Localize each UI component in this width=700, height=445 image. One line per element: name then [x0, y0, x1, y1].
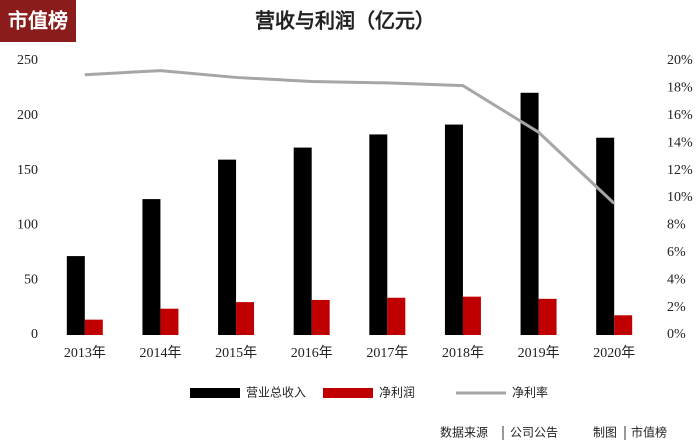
logo-box: [0, 0, 76, 42]
footer-text: 公司公告: [510, 426, 558, 440]
legend-label: 营业总收入: [246, 386, 306, 400]
x-tick-label: 2015年: [215, 345, 257, 361]
bar: [462, 296, 481, 335]
bar: [311, 299, 330, 335]
y2-tick-label: 6%: [667, 245, 686, 260]
y-tick-label: 0: [31, 327, 38, 342]
line: [84, 69, 616, 205]
bar: [387, 297, 406, 335]
bar: [369, 134, 388, 335]
bar: [66, 256, 85, 335]
y-tick-label: 150: [17, 163, 38, 178]
x-tick-label: 2013年: [64, 345, 106, 361]
bar: [520, 92, 539, 335]
legend-label: 净利率: [512, 385, 548, 400]
x-tick-label: 2020年: [593, 345, 635, 361]
y2-tick-label: 0%: [667, 327, 686, 342]
x-tick-label: 2014年: [139, 345, 181, 361]
y2-tick-label: 18%: [667, 81, 693, 96]
x-tick-label: 2018年: [442, 345, 484, 361]
bar: [84, 319, 103, 335]
logo: 市值榜: [8, 9, 68, 33]
y-tick-label: 250: [17, 53, 38, 68]
y-tick-label: 50: [24, 272, 38, 287]
x-tick-label: 2016年: [291, 345, 333, 361]
bar: [614, 315, 633, 335]
y2-tick-label: 2%: [667, 300, 686, 315]
y2-tick-label: 16%: [667, 108, 693, 123]
bar: [538, 298, 557, 335]
y2-tick-label: 10%: [667, 190, 693, 205]
y2-tick-label: 14%: [667, 135, 693, 150]
legend-swatch: [190, 388, 240, 398]
bar: [160, 308, 179, 335]
chart-title: 营收与利润（亿元）: [255, 9, 435, 33]
y2-tick-label: 12%: [667, 163, 693, 178]
footer-text: 制图: [593, 426, 617, 440]
y2-tick-label: 8%: [667, 218, 686, 233]
y-tick-label: 200: [17, 108, 38, 123]
y2-tick-label: 20%: [667, 53, 693, 68]
footer-text: 数据来源: [440, 425, 488, 440]
bar: [218, 159, 237, 335]
bar: [236, 302, 255, 335]
bar: [142, 199, 161, 335]
x-tick-label: 2017年: [366, 345, 408, 361]
legend-swatch: [323, 388, 373, 398]
y2-tick-label: 4%: [667, 272, 686, 287]
bar: [596, 137, 615, 335]
bar: [293, 147, 312, 335]
y-tick-label: 100: [17, 218, 38, 233]
legend-label: 净利润: [379, 386, 415, 400]
x-tick-label: 2019年: [518, 345, 560, 361]
bar: [444, 124, 463, 336]
footer-text: 市值榜: [631, 425, 667, 440]
